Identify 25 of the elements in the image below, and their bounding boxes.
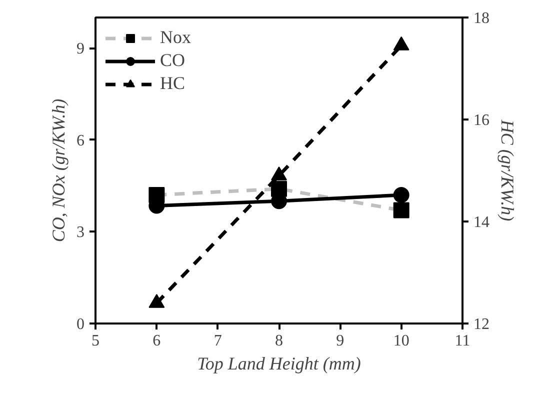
y2-axis-title: HC (gr/KW.h) (498, 118, 518, 222)
y2-tick-label: 16 (474, 112, 490, 129)
x-tick-label: 11 (454, 332, 470, 350)
y-axis-title: CO, NOx (gr/KW.h) (48, 98, 68, 242)
point (148, 294, 165, 308)
point (393, 186, 410, 203)
point (271, 166, 287, 180)
y-tick-label: 0 (76, 316, 84, 333)
y-tick-label: 3 (76, 224, 84, 242)
x-tick-label: 6 (152, 332, 161, 350)
y-tick-label: 6 (76, 132, 84, 150)
x-axis-title: Top Land Height (mm) (197, 354, 361, 374)
legend-label: Nox (160, 27, 191, 48)
y2-tick-label: 18 (474, 10, 490, 27)
x-tick-label: 7 (214, 332, 222, 350)
legend-label: CO (160, 50, 186, 71)
y-tick-label: 9 (76, 40, 84, 58)
x-tick-label: 8 (275, 332, 283, 350)
y2-tick-label: 12 (474, 316, 490, 333)
legend-label: HC (160, 73, 186, 94)
x-tick-label: 9 (336, 332, 344, 350)
x-tick-label: 5 (92, 332, 100, 350)
x-tick-label: 10 (393, 332, 410, 350)
point (393, 36, 410, 50)
y2-tick-label: 14 (474, 214, 490, 231)
